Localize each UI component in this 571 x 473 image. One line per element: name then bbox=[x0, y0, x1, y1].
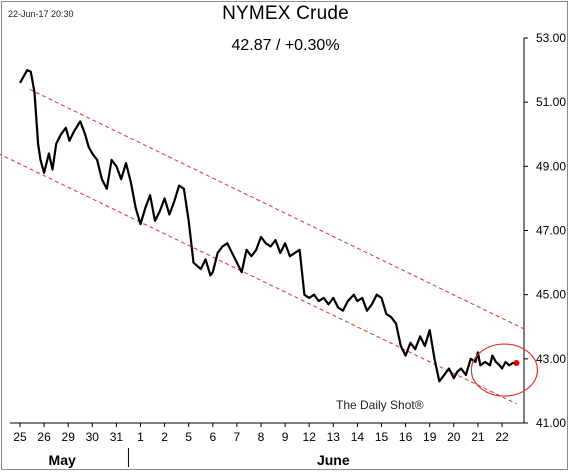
y-tick-label: 51.00 bbox=[536, 95, 566, 109]
x-tick-label: 13 bbox=[327, 430, 341, 444]
x-tick-label: 2 bbox=[161, 430, 168, 444]
timestamp: 22-Jun-17 20:30 bbox=[8, 9, 74, 19]
x-tick-label: 6 bbox=[209, 430, 216, 444]
price-series-line bbox=[19, 68, 517, 383]
x-tick-label: 22 bbox=[495, 430, 509, 444]
x-tick-label: 30 bbox=[86, 430, 100, 444]
x-tick-label: 21 bbox=[471, 430, 485, 444]
y-tick-label: 53.00 bbox=[536, 31, 566, 45]
x-tick-label: 29 bbox=[62, 430, 76, 444]
month-label: May bbox=[49, 452, 76, 468]
y-tick-label: 49.00 bbox=[536, 159, 566, 173]
y-tick-label: 47.00 bbox=[536, 224, 566, 238]
x-tick-label: 14 bbox=[351, 430, 365, 444]
trend-channel-line bbox=[0, 153, 517, 405]
price-change-readout: 42.87 / +0.30% bbox=[231, 37, 340, 54]
x-tick-label: 5 bbox=[185, 430, 192, 444]
x-tick-label: 19 bbox=[423, 430, 437, 444]
x-tick-label: 1 bbox=[137, 430, 144, 444]
month-label: June bbox=[317, 452, 350, 468]
y-tick-label: 43.00 bbox=[536, 352, 566, 366]
x-tick-label: 7 bbox=[234, 430, 241, 444]
trend-channel-line bbox=[29, 88, 527, 331]
watermark-text: The Daily Shot® bbox=[336, 398, 424, 412]
highlight-circle bbox=[470, 343, 539, 397]
x-tick-label: 15 bbox=[375, 430, 389, 444]
x-tick-label: 25 bbox=[13, 430, 27, 444]
x-tick-label: 12 bbox=[303, 430, 317, 444]
y-tick-label: 41.00 bbox=[536, 416, 566, 430]
last-price-marker bbox=[513, 360, 520, 367]
y-tick-label: 45.00 bbox=[536, 288, 566, 302]
x-tick-label: 20 bbox=[447, 430, 461, 444]
x-tick-label: 8 bbox=[258, 430, 265, 444]
x-tick-label: 16 bbox=[399, 430, 413, 444]
x-tick-label: 26 bbox=[37, 430, 51, 444]
x-tick-label: 31 bbox=[110, 430, 124, 444]
chart-title: NYMEX Crude bbox=[222, 3, 349, 24]
x-tick-label: 9 bbox=[282, 430, 289, 444]
